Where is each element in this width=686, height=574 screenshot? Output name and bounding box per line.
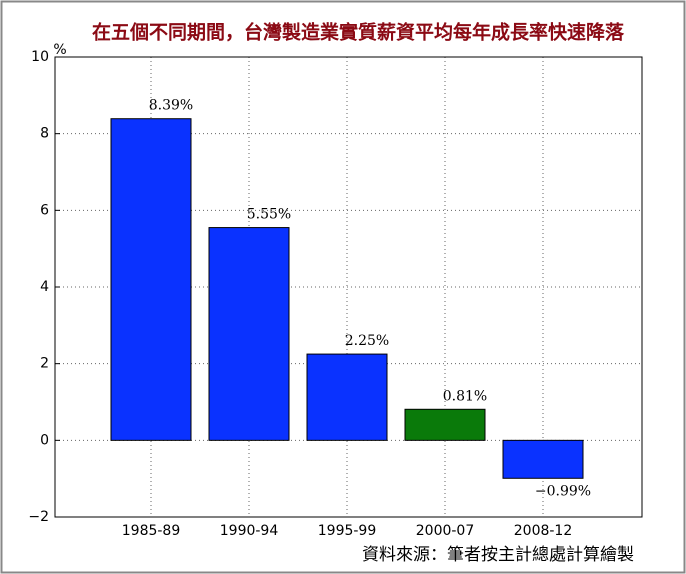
source-note: 資料來源：筆者按主計總處計算繪製 <box>362 545 634 565</box>
value-label: 0.81% <box>443 388 487 404</box>
bar <box>208 227 290 441</box>
bar <box>110 118 192 441</box>
x-tick-label: 2000-07 <box>416 523 475 539</box>
value-label: 5.55% <box>247 207 291 223</box>
bar <box>502 439 584 479</box>
y-tick-label: 6 <box>40 202 49 218</box>
value-label: −0.99% <box>535 483 591 499</box>
y-tick-label: 4 <box>40 279 49 295</box>
value-label: 2.25% <box>345 333 389 349</box>
x-tick-label: 2008-12 <box>514 523 573 539</box>
bar <box>404 408 486 441</box>
x-tick-label: 1985-89 <box>122 523 181 539</box>
y-tick-label: 10 <box>31 49 49 65</box>
y-tick-label: −2 <box>28 509 49 525</box>
plot-area <box>54 56 643 518</box>
y-tick-label: 0 <box>40 432 49 448</box>
y-tick-label: 8 <box>40 126 49 142</box>
x-tick-label: 1990-94 <box>220 523 279 539</box>
x-tick-label: 1995-99 <box>318 523 377 539</box>
bar <box>306 353 388 441</box>
y-axis-label: % <box>53 42 66 58</box>
value-label: 8.39% <box>149 98 193 114</box>
chart-title: 在五個不同期間，台灣製造業實質薪資平均每年成長率快速降落 <box>92 21 625 44</box>
y-tick-label: 2 <box>40 356 49 372</box>
